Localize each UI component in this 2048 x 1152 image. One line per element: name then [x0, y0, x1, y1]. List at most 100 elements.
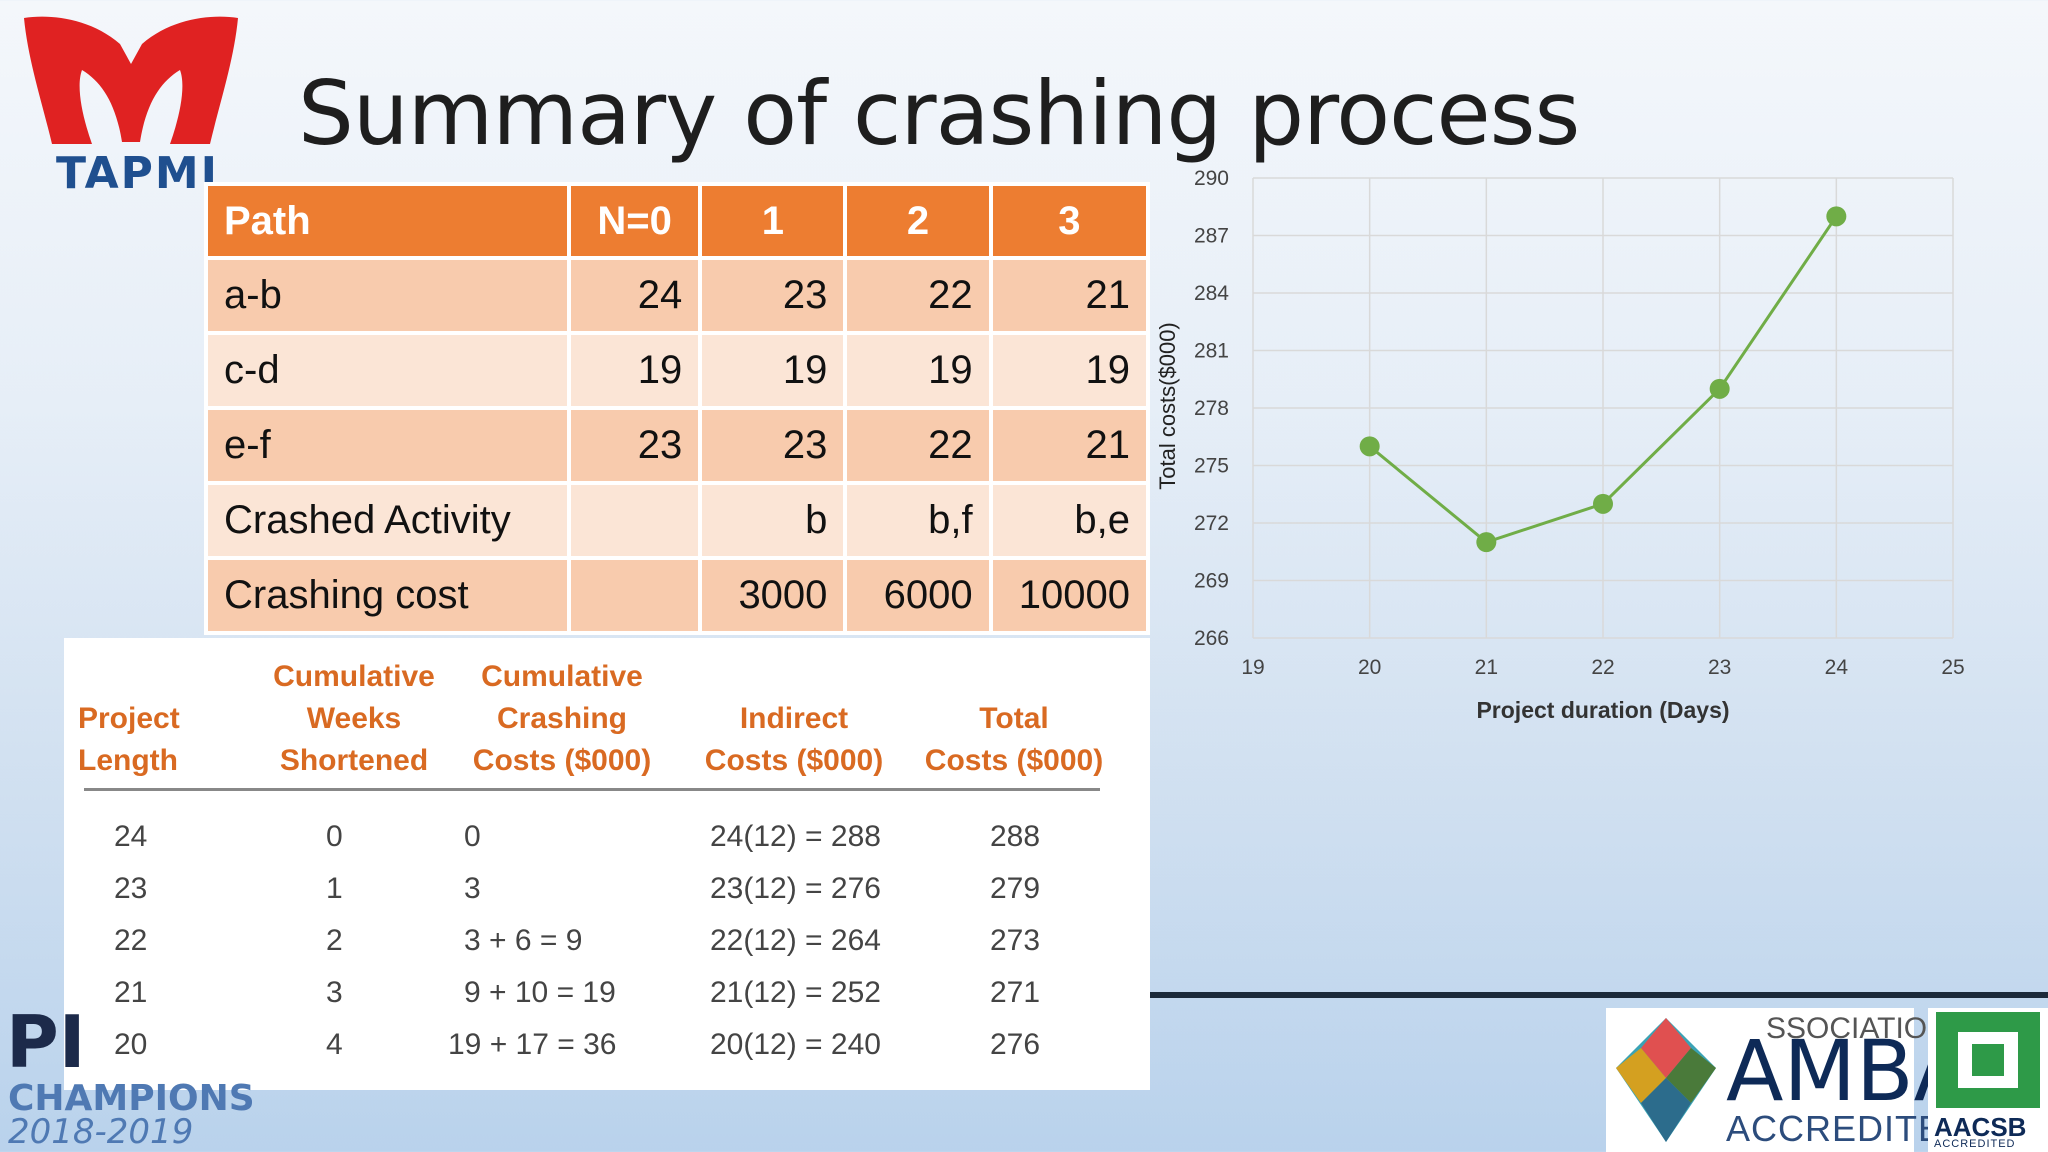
tapmi-logo: TAPMI	[20, 12, 242, 202]
bt-cell: 276	[990, 1028, 1041, 1061]
champions-banner-text: PI	[6, 1000, 86, 1084]
bt-cell: 22	[114, 924, 148, 957]
y-axis-ticks: 266 269 272 275 278 281 284 287 290	[1194, 167, 1229, 650]
cell: 19	[847, 335, 989, 406]
cell: 6000	[847, 560, 989, 631]
cell: b,f	[847, 485, 989, 556]
bt-cell: 19 + 17 = 36	[448, 1028, 617, 1061]
row-label: e-f	[208, 410, 568, 481]
data-point	[1826, 206, 1847, 227]
y-tick-label: 290	[1194, 167, 1229, 190]
data-point	[1476, 532, 1497, 553]
crashing-path-table: Path N=0 1 2 3 a-b 24 23 22 21 c-d 19 19…	[204, 182, 1150, 635]
bt-cell: 1	[326, 872, 343, 905]
footer-divider	[1150, 992, 2048, 998]
bt-cell: 23(12) = 276	[710, 872, 881, 905]
x-tick-label: 21	[1475, 656, 1498, 679]
amba-accreditation-logo: SSOCIATION AMBA ACCREDITED	[1606, 1008, 1971, 1152]
champions-label: CHAMPIONS	[8, 1078, 255, 1119]
cell: 19	[992, 335, 1146, 406]
bt-header-crashing: Cumulative Crashing Costs ($000)	[472, 660, 652, 777]
bt-cell: 4	[326, 1028, 343, 1061]
bt-cell: 21	[114, 976, 148, 1009]
textbook-table: Project Length Cumulative Weeks Shortened C…	[64, 638, 1150, 1090]
x-tick-label: 19	[1241, 656, 1264, 679]
bt-cell: 288	[990, 820, 1041, 853]
cell: 21	[992, 260, 1146, 331]
bt-header-indirect: Indirect Costs ($000)	[704, 702, 884, 777]
cell: 3000	[702, 560, 844, 631]
row-label: Crashing cost	[208, 560, 568, 631]
y-tick-label: 284	[1194, 282, 1229, 305]
table-row: Crashing cost 3000 6000 10000	[208, 560, 1146, 631]
y-tick-label: 266	[1194, 627, 1229, 650]
amba-diamond-icon	[1616, 1018, 1716, 1142]
tapmi-logo-mark	[24, 16, 238, 145]
y-tick-label: 278	[1194, 397, 1229, 420]
cell: b	[702, 485, 844, 556]
row-label: a-b	[208, 260, 568, 331]
chart-series	[1359, 206, 1847, 553]
header-2: 2	[847, 186, 989, 256]
bt-cell: 3	[326, 976, 343, 1009]
amba-association-text: SSOCIATION	[1766, 1012, 1949, 1045]
bt-header-project-length: Project Length	[78, 702, 180, 777]
bt-cell: 20	[114, 1028, 148, 1061]
table-header-row: Path N=0 1 2 3	[208, 186, 1146, 256]
aacsb-name: AACSB	[1934, 1112, 2027, 1142]
x-axis-label: Project duration (Days)	[1476, 697, 1729, 723]
aacsb-accredited-text: ACCREDITED	[1934, 1138, 2016, 1150]
bt-header-weeks: Cumulative Weeks Shortened	[273, 660, 435, 777]
header-n0: N=0	[571, 186, 699, 256]
bt-cell: 22(12) = 264	[710, 924, 881, 957]
cell	[571, 560, 699, 631]
y-tick-label: 287	[1194, 225, 1229, 248]
x-tick-label: 25	[1941, 656, 1964, 679]
slide-title: Summary of crashing process	[298, 62, 1580, 165]
cell: 23	[702, 260, 844, 331]
champions-year: 2018-2019	[8, 1112, 194, 1152]
bt-cell: 271	[990, 976, 1041, 1009]
bt-cell: 24	[114, 820, 148, 853]
bt-divider	[84, 788, 1100, 791]
cell: 22	[847, 410, 989, 481]
y-tick-label: 281	[1194, 340, 1229, 363]
table-row: c-d 19 19 19 19	[208, 335, 1146, 406]
bt-cell: 279	[990, 872, 1041, 905]
cell: 23	[571, 410, 699, 481]
bt-cell: 2	[326, 924, 343, 957]
x-axis-ticks: 19 20 21 22 23 24 25	[1241, 656, 1964, 679]
bt-cell: 23	[114, 872, 148, 905]
data-point	[1593, 493, 1613, 514]
x-tick-label: 23	[1708, 656, 1731, 679]
bt-cell: 3 + 6 = 9	[464, 924, 583, 957]
y-tick-label: 272	[1194, 512, 1229, 535]
cell: 22	[847, 260, 989, 331]
y-axis-label: Total costs($000)	[1155, 322, 1180, 490]
row-label: Crashed Activity	[208, 485, 568, 556]
bt-cell: 24(12) = 288	[710, 820, 881, 853]
bt-cell: 21(12) = 252	[710, 976, 881, 1009]
bt-cell: 3	[464, 872, 481, 905]
bt-cell: 273	[990, 924, 1041, 957]
table-row: a-b 24 23 22 21	[208, 260, 1146, 331]
data-point	[1709, 378, 1730, 399]
table-row: Crashed Activity b b,f b,e	[208, 485, 1146, 556]
y-tick-label: 275	[1194, 455, 1229, 478]
bt-cell: 0	[464, 820, 481, 853]
header-1: 1	[702, 186, 844, 256]
logo-text: TAPMI	[56, 148, 220, 199]
x-tick-label: 20	[1358, 656, 1381, 679]
chart-grid	[1252, 177, 1954, 639]
data-point	[1359, 436, 1380, 457]
x-tick-label: 24	[1825, 656, 1849, 679]
row-label: c-d	[208, 335, 568, 406]
cell: 19	[702, 335, 844, 406]
bt-cell: 9 + 10 = 19	[464, 976, 616, 1009]
aacsb-accreditation-logo: AACSB ACCREDITED	[1928, 1008, 2048, 1152]
y-tick-label: 269	[1194, 570, 1229, 593]
total-cost-line-chart: 266 269 272 275 278 281 284 287 290 19 20 21 22 23 24…	[1155, 167, 1965, 723]
cell: 24	[571, 260, 699, 331]
cell: b,e	[992, 485, 1146, 556]
bt-cell: 0	[326, 820, 343, 853]
